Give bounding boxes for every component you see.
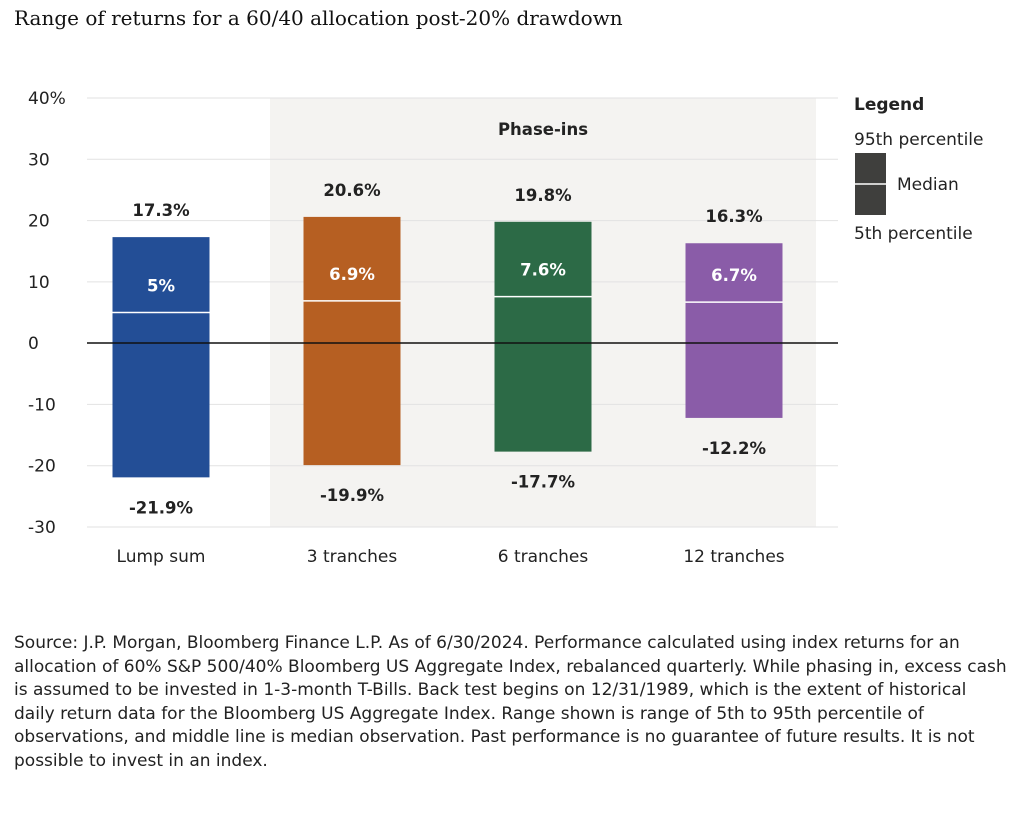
x-axis: Lump sum 3 tranches 6 tranches 12 tranches <box>117 547 785 567</box>
category-label: Lump sum <box>117 547 206 567</box>
low-label: -17.7% <box>511 473 576 492</box>
category-label: 3 tranches <box>307 547 398 567</box>
y-tick-label: 20 <box>28 212 50 232</box>
legend: Legend 95th percentile Median 5th percen… <box>854 95 984 244</box>
y-tick-label: -20 <box>28 457 56 477</box>
y-tick-label: 30 <box>28 150 50 170</box>
high-label: 19.8% <box>514 186 572 205</box>
range-bar <box>494 221 592 452</box>
high-label: 17.3% <box>132 201 190 220</box>
high-label: 20.6% <box>323 181 381 200</box>
bars: 5% 17.3% -21.9% 6.9% 20.6% -19.9% 7.6% 19.8% -17… <box>112 181 783 517</box>
range-bar <box>303 216 401 466</box>
high-label: 16.3% <box>705 207 763 226</box>
low-label: -21.9% <box>129 498 194 517</box>
range-bar <box>685 243 783 418</box>
y-tick-label: -30 <box>28 518 56 538</box>
median-label: 7.6% <box>520 261 566 280</box>
y-tick-label: 10 <box>28 273 50 293</box>
median-label: 5% <box>147 277 175 296</box>
median-label: 6.7% <box>711 266 757 285</box>
category-label: 12 tranches <box>683 547 784 567</box>
y-axis: 40% 30 20 10 0 -10 -20 -30 <box>28 89 66 538</box>
y-tick-label: -10 <box>28 395 56 415</box>
chart-title: Range of returns for a 60/40 allocation … <box>14 6 623 30</box>
range-bar-chart: 40% 30 20 10 0 -10 -20 -30 Phase-ins 5% 17.3% -21… <box>28 89 984 567</box>
y-tick-label: 40% <box>28 89 66 109</box>
low-label: -19.9% <box>320 486 385 505</box>
legend-title: Legend <box>854 95 924 115</box>
source-note: Source: J.P. Morgan, Bloomberg Finance L… <box>14 633 1007 771</box>
phase-ins-label: Phase-ins <box>498 120 588 139</box>
low-label: -12.2% <box>702 439 767 458</box>
median-label: 6.9% <box>329 265 375 284</box>
y-tick-label: 0 <box>28 334 39 354</box>
legend-5th-label: 5th percentile <box>854 224 973 244</box>
category-label: 6 tranches <box>498 547 589 567</box>
legend-median-label: Median <box>897 175 959 195</box>
range-bar <box>112 237 210 478</box>
legend-95th-label: 95th percentile <box>854 130 984 150</box>
